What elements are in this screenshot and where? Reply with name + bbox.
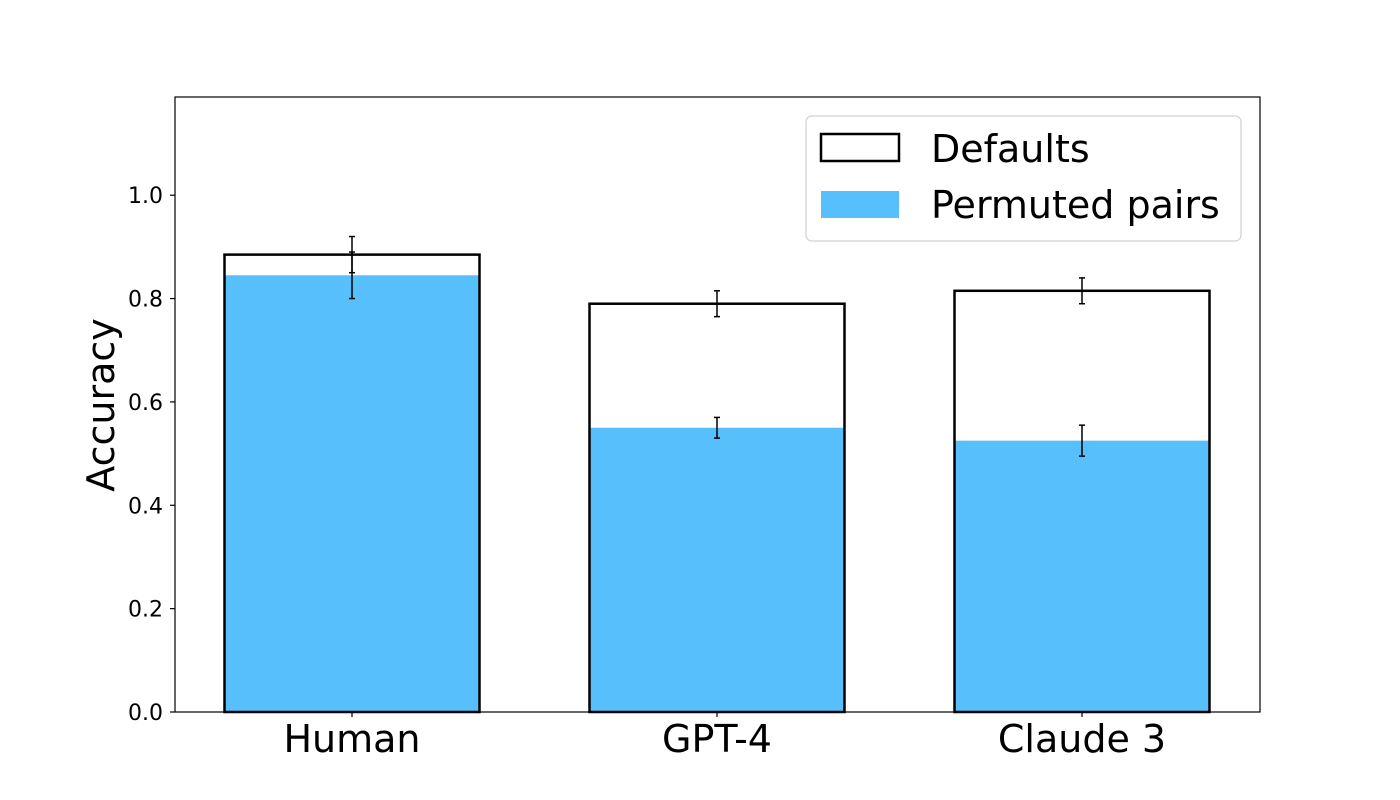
y-tick-label: 0.2 (128, 598, 163, 623)
legend: Defaults Permuted pairs (805, 115, 1242, 242)
x-tick-label-claude-3: Claude 3 (998, 717, 1166, 761)
x-axis-category-labels: Human GPT-4 Claude 3 (283, 712, 1166, 761)
x-tick-label-human: Human (283, 717, 420, 761)
errorbar-permuted-pairs-claude-3 (1079, 424, 1085, 457)
y-tick-label: 0.8 (128, 288, 163, 313)
y-tick-label: 1.0 (128, 184, 163, 209)
errorbar-defaults-gpt-4 (714, 290, 720, 318)
errorbar-permuted-pairs-gpt-4 (714, 416, 720, 439)
x-tick-label-gpt-4: GPT-4 (662, 717, 772, 761)
y-axis-ticks: 0.0 0.2 0.4 0.6 0.8 1.0 (128, 184, 175, 726)
bars-layer (223, 253, 1211, 714)
errorbar-permuted-pairs-human (349, 251, 355, 300)
errorbars-layer (349, 235, 1085, 457)
legend-swatch-defaults (819, 132, 901, 163)
legend-swatch-permuted-pairs (821, 191, 899, 218)
y-tick-label: 0.6 (128, 391, 163, 416)
y-tick-label: 0.4 (128, 494, 163, 519)
legend-label-permuted-pairs: Permuted pairs (931, 183, 1220, 227)
bar-permuted-pairs-gpt-4 (589, 427, 845, 712)
y-tick-label: 0.0 (128, 701, 163, 726)
bar-permuted-pairs-claude-3 (954, 440, 1210, 712)
legend-label-defaults: Defaults (931, 127, 1090, 171)
bar-permuted-pairs-human (224, 275, 480, 712)
y-axis-title: Accuracy (79, 318, 123, 492)
errorbar-defaults-claude-3 (1079, 277, 1085, 305)
legend-frame (805, 115, 1242, 242)
